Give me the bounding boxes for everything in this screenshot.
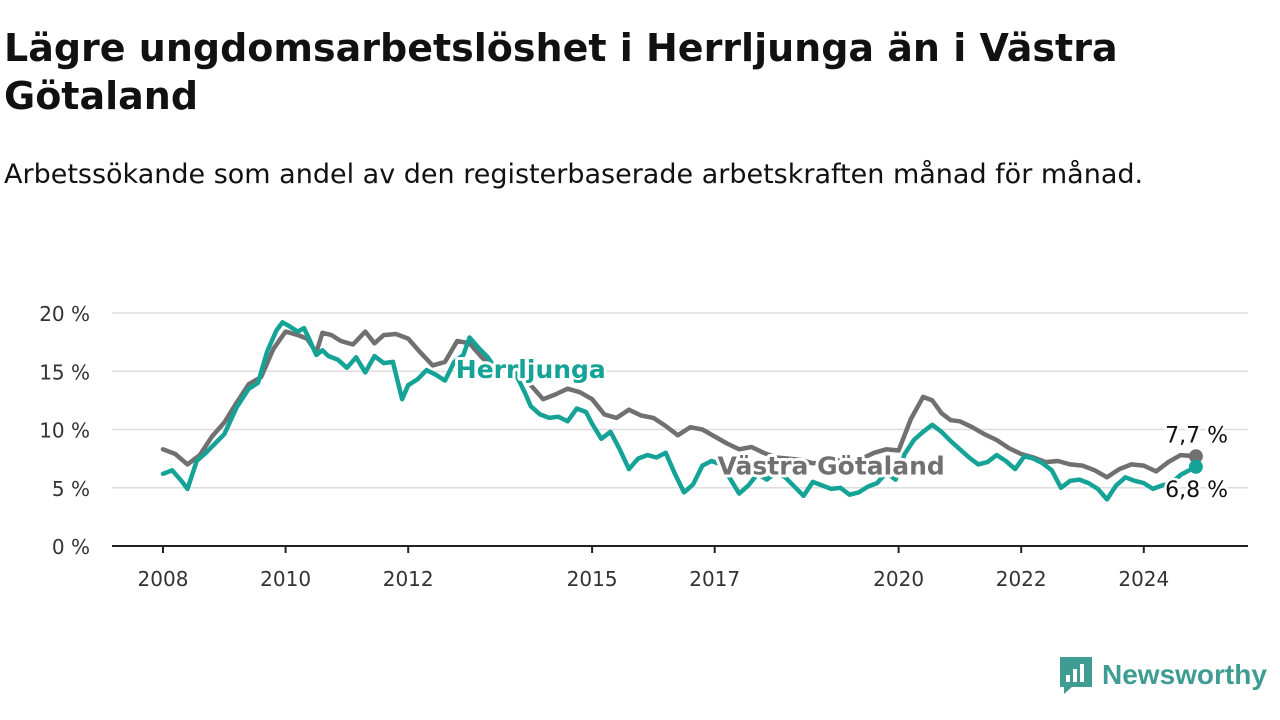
end-point-marker	[1188, 459, 1203, 474]
x-tick-label: 2017	[689, 567, 740, 591]
end-point-marker	[1188, 449, 1203, 464]
x-tick-label: 2012	[383, 567, 434, 591]
end-value-label: 6,8 %	[1165, 478, 1228, 503]
end-value-label: 7,7 %	[1165, 423, 1228, 448]
newsworthy-logo-icon	[1060, 657, 1092, 694]
chart-title: Lägre ungdomsarbetslöshet i Herrljunga ä…	[4, 26, 1118, 118]
series-annotation: Herrljunga	[456, 355, 606, 384]
y-tick-label: 0 %	[52, 535, 90, 559]
chart-labels: Herrljunga Västra Götaland 7,7 % 6,8 %	[453, 352, 1231, 505]
series-annotation: Västra Götaland	[718, 452, 945, 481]
chart-subtitle: Arbetssökande som andel av den registerb…	[4, 159, 1144, 190]
x-tick-label: 2015	[567, 567, 618, 591]
y-tick-label: 10 %	[39, 419, 90, 443]
y-tick-label: 15 %	[39, 360, 90, 384]
x-tick-label: 2024	[1118, 567, 1169, 591]
x-tick-label: 2020	[873, 567, 924, 591]
x-tick-label: 2010	[260, 567, 311, 591]
newsworthy-brand: Newsworthy	[1058, 655, 1278, 695]
brand-name: Newsworthy	[1102, 659, 1267, 690]
series-line-v-stra-g-taland	[160, 329, 1199, 480]
x-tick-label: 2008	[138, 567, 189, 591]
axes: 0 % 5 % 10 % 15 % 20 % 2008 2010 2012 2015 2017 20…	[39, 302, 1248, 591]
x-tick-label: 2022	[996, 567, 1047, 591]
series-line-herrljunga	[160, 320, 1199, 502]
y-tick-label: 20 %	[39, 302, 90, 326]
y-tick-label: 5 %	[52, 477, 90, 501]
series-lines	[160, 320, 1199, 502]
